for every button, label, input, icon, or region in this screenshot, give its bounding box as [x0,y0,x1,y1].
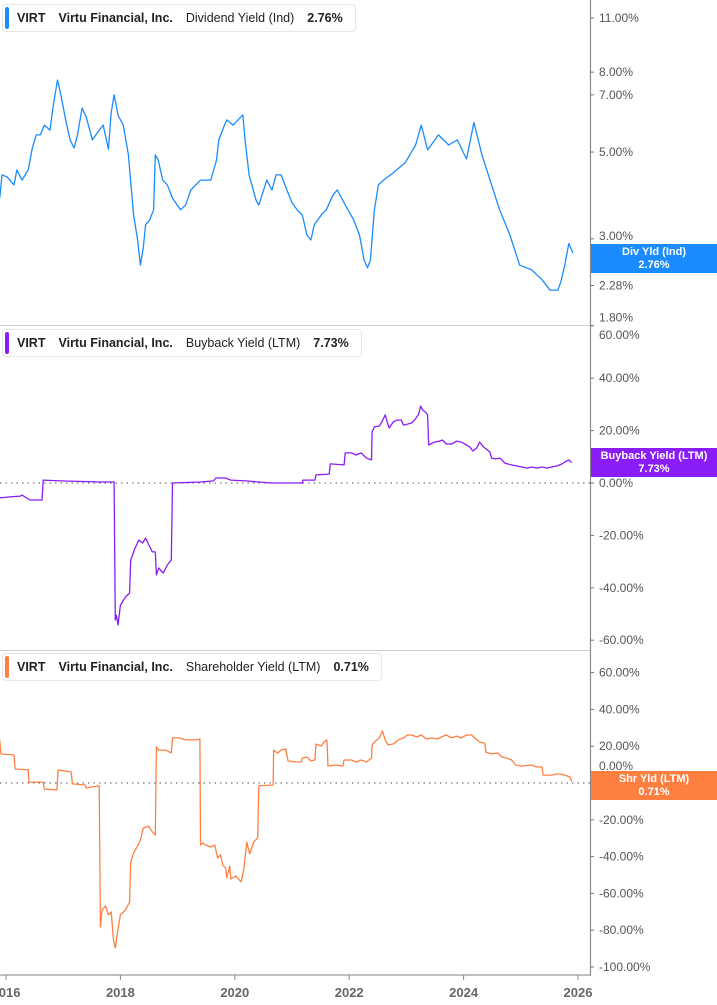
series-line-shareholder-yield [0,730,573,949]
legend-company: Virtu Financial, Inc. [58,336,173,350]
legend-value: 2.76% [307,11,343,25]
tag-label: Buyback Yield (LTM) [600,450,708,462]
y-tick-label: 8.00% [599,65,633,79]
legend-company: Virtu Financial, Inc. [58,11,173,25]
y-tick-label: 60.00% [599,666,640,680]
x-tick-label: 2024 [449,985,479,1000]
series-line-dividend-yield [0,79,574,291]
panel-buyback-yield: 60.00% 40.00% 20.00% 0.00% -20.00% -40.00% -60… [0,325,644,647]
last-value-tag-buyback: Buyback Yield (LTM) 7.73% [591,448,717,477]
tag-label: Shr Yld (LTM) [618,773,690,785]
tag-value: 2.76% [638,259,670,271]
x-tick-label: 2026 [564,985,593,1000]
y-tick-label: 40.00% [599,371,640,385]
y-tick-label: 2.28% [599,279,633,293]
x-tick-label: 2020 [220,985,249,1000]
y-tick-label: 11.00% [599,11,639,25]
y-tick-label: -20.00% [599,813,644,827]
legend-ticker: VIRT [17,11,46,25]
y-tick-label: 0.00% [599,759,633,773]
y-tick-label: 40.00% [599,702,640,716]
legend-value: 7.73% [313,336,349,350]
y-tick-label: 3.00% [599,229,633,243]
last-value-tag-shareholder: Shr Yld (LTM) 0.71% [591,771,717,800]
x-tick-label: 2016 [0,985,20,1000]
y-tick-label: 60.00% [599,328,640,342]
legend-company: Virtu Financial, Inc. [58,660,173,674]
y-tick-label: -60.00% [599,886,644,900]
tag-value: 0.71% [638,786,670,798]
series-color-marker [5,7,9,29]
y-tick-label: 1.80% [599,311,633,325]
legend-metric: Buyback Yield (LTM) [185,336,301,350]
last-value-tag-dividend: Div Yld (Ind) 2.76% [591,244,717,273]
legend-metric: Dividend Yield (Ind) [185,11,295,25]
y-tick-label: 20.00% [599,739,640,753]
legend-value: 0.71% [333,660,369,674]
legend-ticker: VIRT [17,336,46,350]
legend-buyback-yield: VIRT Virtu Financial, Inc. Buyback Yield… [2,329,362,357]
panel-shareholder-yield: 60.00% 40.00% 20.00% 0.00% -20.00% -40.00% -60… [0,666,651,974]
legend-ticker: VIRT [17,660,46,674]
panel-dividend-yield: 11.00% 8.00% 7.00% 5.00% 3.00% 2.28% 1.80% [0,11,639,327]
tag-label: Div Yld (Ind) [622,246,686,258]
x-tick-label: 2022 [335,985,364,1000]
x-tick-label: 2018 [106,985,135,1000]
y-tick-label: -80.00% [599,923,644,937]
legend-dividend-yield: VIRT Virtu Financial, Inc. Dividend Yiel… [2,4,356,32]
y-tick-label: -100.00% [599,960,651,974]
legend-shareholder-yield: VIRT Virtu Financial, Inc. Shareholder Y… [2,653,382,681]
y-tick-label: 0.00% [599,476,633,490]
y-tick-label: 7.00% [599,88,633,102]
y-tick-label: 5.00% [599,145,633,159]
y-tick-label: -40.00% [599,581,644,595]
series-color-marker [5,332,9,354]
y-tick-label: 20.00% [599,424,640,438]
y-tick-label: -20.00% [599,528,644,542]
legend-metric: Shareholder Yield (LTM) [185,660,321,674]
y-tick-label: -60.00% [599,633,644,647]
series-color-marker [5,656,9,678]
y-tick-label: -40.00% [599,850,644,864]
series-line-buyback-yield [0,405,573,626]
tag-value: 7.73% [638,463,670,475]
